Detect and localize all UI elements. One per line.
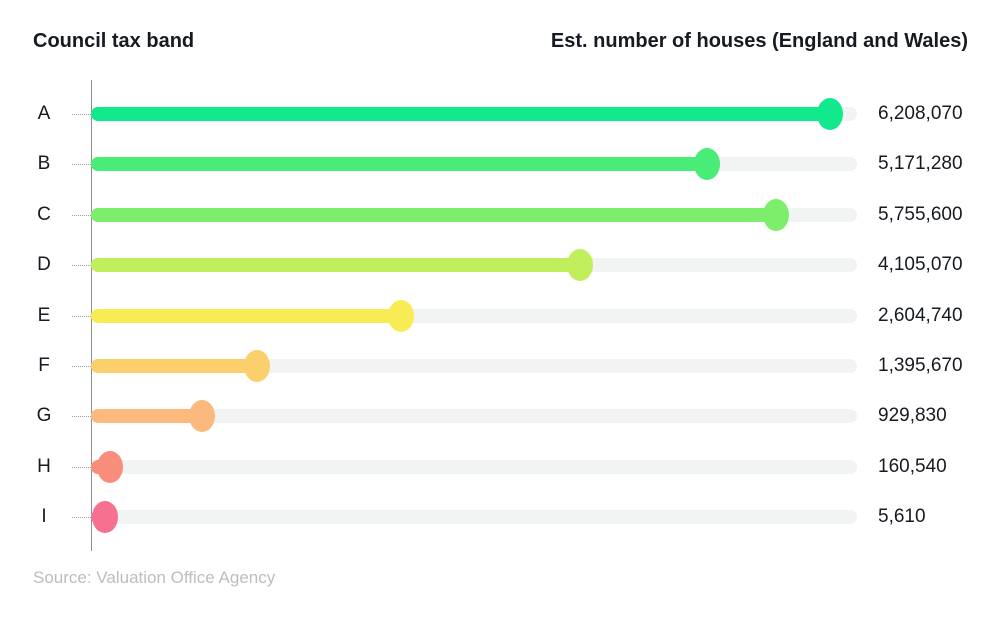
value-label: 6,208,070: [878, 103, 963, 124]
chart-row: H 160,540: [0, 450, 1000, 484]
band-label: H: [37, 455, 51, 477]
value-bar: [91, 308, 402, 323]
value-bar: [91, 409, 202, 424]
value-label: 2,604,740: [878, 304, 963, 326]
band-label: E: [37, 304, 51, 326]
value-dot: [763, 198, 790, 231]
band-label: F: [38, 354, 50, 376]
value-bar: [91, 358, 258, 373]
chart-row: E 2,604,740: [0, 299, 1000, 333]
axis-tick: [72, 517, 91, 518]
axis-tick: [72, 214, 91, 216]
y-axis-title: Council tax band: [33, 30, 195, 52]
value-label: 5,755,600: [878, 203, 963, 225]
value-label: 929,830: [878, 405, 947, 427]
value-dot: [244, 349, 271, 382]
value-bar: [91, 258, 580, 273]
band-label: I: [41, 506, 47, 527]
bar-track: [91, 510, 857, 524]
axis-tick: [72, 315, 91, 317]
value-dot: [817, 98, 843, 130]
source-note: Source: Valuation Office Agency: [33, 568, 276, 587]
bar-track: [91, 358, 857, 373]
band-label: G: [36, 405, 52, 427]
value-label: 5,171,280: [878, 153, 963, 175]
value-dot: [188, 400, 215, 433]
axis-tick: [72, 466, 91, 468]
axis-tick: [72, 416, 91, 418]
value-dot: [97, 450, 124, 483]
x-axis-title: Est. number of houses (England and Wales…: [550, 30, 968, 52]
axis-tick: [72, 365, 91, 367]
axis-tick: [72, 114, 91, 115]
band-label: A: [37, 103, 51, 124]
value-label: 160,540: [878, 455, 947, 477]
chart-row: C 5,755,600: [0, 198, 1000, 232]
bar-track: [91, 409, 857, 424]
band-label: D: [37, 254, 51, 276]
value-bar: [91, 107, 830, 121]
value-dot: [693, 148, 720, 181]
value-bar: [91, 157, 707, 172]
value-dot: [388, 299, 415, 332]
value-label: 1,395,670: [878, 354, 963, 376]
band-label: C: [37, 203, 51, 225]
value-dot: [566, 249, 593, 282]
chart-row: D 4,105,070: [0, 248, 1000, 282]
axis-tick: [72, 164, 91, 166]
value-bar: [91, 207, 777, 222]
chart-row: F 1,395,670: [0, 349, 1000, 383]
value-label: 4,105,070: [878, 254, 963, 276]
value-label: 5,610: [878, 506, 926, 527]
chart-row: B 5,171,280: [0, 147, 1000, 181]
band-label: B: [37, 153, 51, 175]
chart-row: I 5,610: [0, 500, 1000, 534]
bar-track: [91, 459, 857, 474]
value-dot: [91, 501, 118, 533]
axis-tick: [72, 265, 91, 267]
chart-row: A 6,208,070: [0, 97, 1000, 131]
chart-row: G 929,830: [0, 399, 1000, 433]
